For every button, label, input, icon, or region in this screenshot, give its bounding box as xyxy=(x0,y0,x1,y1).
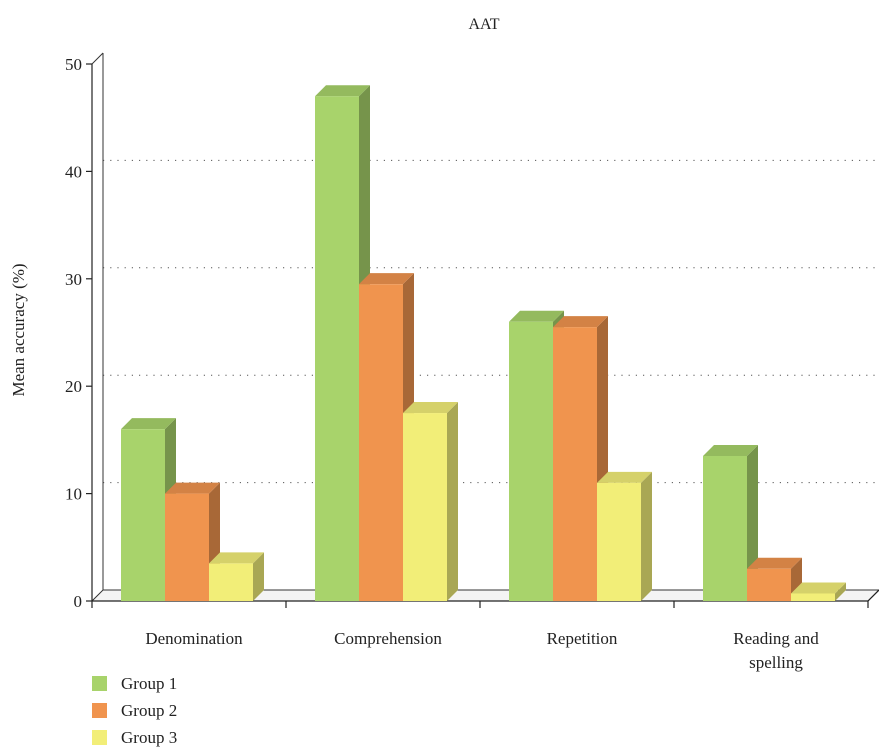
chart-title: AAT xyxy=(468,16,499,33)
bar-front xyxy=(553,327,597,601)
bar-front xyxy=(703,456,747,601)
y-tick-label: 20 xyxy=(65,377,82,396)
bar-front xyxy=(359,284,403,601)
bar-front xyxy=(509,321,553,601)
bar-top xyxy=(703,445,758,457)
legend-item-group-3: Group 3 xyxy=(92,724,177,751)
y-tick-label: 0 xyxy=(74,592,83,611)
x-axis-end xyxy=(867,589,879,602)
bar-top xyxy=(359,273,414,285)
bar-top xyxy=(509,310,564,322)
bar-top xyxy=(121,418,176,430)
bar-side xyxy=(447,402,458,601)
y-axis-label: Mean accuracy (%) xyxy=(9,263,28,396)
bar-top xyxy=(315,85,370,97)
y-tick-label: 50 xyxy=(65,55,82,74)
bar-front xyxy=(791,593,835,601)
bar-top xyxy=(597,471,652,483)
top-connector xyxy=(91,52,104,65)
legend-swatch-group-1 xyxy=(92,676,107,691)
bar-group-3-comprehension xyxy=(403,402,458,601)
bar-front xyxy=(121,429,165,601)
x-tick-label: Comprehension xyxy=(334,629,442,648)
y-tick-label: 10 xyxy=(65,485,82,504)
bar-front xyxy=(315,96,359,601)
bars xyxy=(121,85,846,602)
gridlines xyxy=(103,159,879,484)
legend: Group 1 Group 2 Group 3 xyxy=(92,670,177,751)
bar-front xyxy=(209,563,253,601)
legend-label-group-1: Group 1 xyxy=(121,673,178,693)
bar-group-3-repetition xyxy=(597,471,652,601)
y-tick-label: 40 xyxy=(65,162,82,181)
bar-top xyxy=(209,552,264,564)
bar-top xyxy=(553,316,608,328)
bar-group-1-reading-and-spelling xyxy=(703,445,758,601)
bar-side xyxy=(835,582,846,601)
x-tick-label: Denomination xyxy=(145,629,243,648)
bar-group-2-reading-and-spelling xyxy=(747,557,802,601)
legend-label-group-3: Group 3 xyxy=(121,727,178,747)
legend-swatch-group-3 xyxy=(92,730,107,745)
bar-front xyxy=(165,493,209,601)
bar-front xyxy=(747,568,791,601)
bar-side xyxy=(641,471,652,601)
bar-group-1-denomination xyxy=(121,418,176,601)
legend-item-group-1: Group 1 xyxy=(92,670,177,697)
bar-side xyxy=(253,552,264,601)
legend-item-group-2: Group 2 xyxy=(92,697,177,724)
bar-top xyxy=(747,557,802,569)
bar-group-1-comprehension xyxy=(315,85,370,602)
tick-labels: 0 10 20 30 40 50 Denomination Comprehension Repe… xyxy=(65,55,819,672)
bar-top xyxy=(791,582,846,594)
bar-top xyxy=(165,482,220,494)
bar-front xyxy=(597,482,641,601)
bar-front xyxy=(403,413,447,601)
legend-swatch-group-2 xyxy=(92,703,107,718)
bar-top xyxy=(403,402,458,414)
y-tick-label: 30 xyxy=(65,270,82,289)
bar-group-3-denomination xyxy=(209,552,264,601)
x-tick-label: Reading and spelling xyxy=(733,629,819,672)
x-tick-label: Repetition xyxy=(547,629,618,648)
bar-group-3-reading-and-spelling xyxy=(791,582,846,601)
legend-label-group-2: Group 2 xyxy=(121,700,178,720)
